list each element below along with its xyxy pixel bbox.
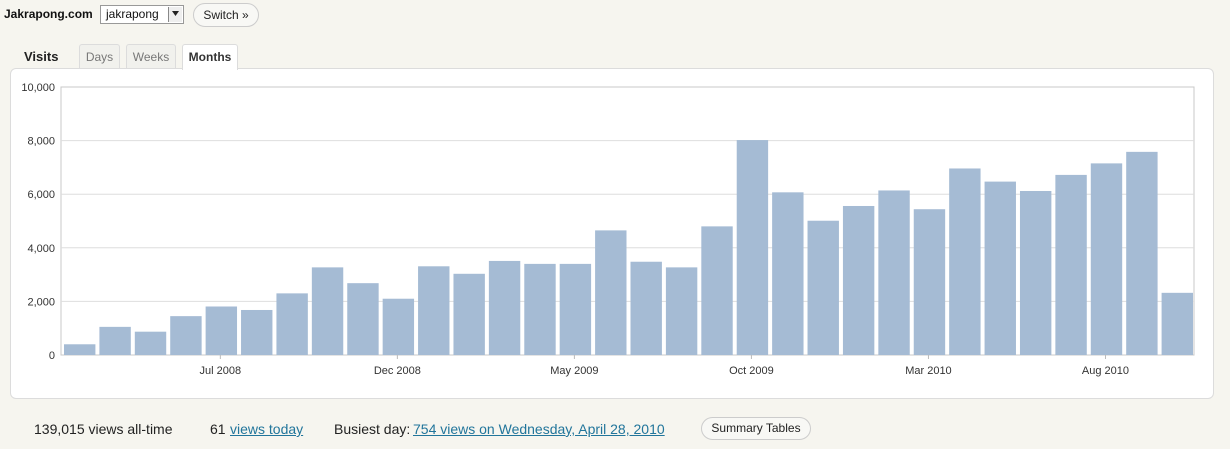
bar xyxy=(382,298,415,355)
tab-days[interactable]: Days xyxy=(79,44,120,69)
blog-select-value: jakrapong xyxy=(106,7,159,21)
bar xyxy=(488,260,521,355)
bar xyxy=(772,192,804,355)
bar xyxy=(1055,174,1087,355)
bar xyxy=(205,306,238,355)
bar xyxy=(913,209,946,355)
bar xyxy=(984,181,1016,355)
bar xyxy=(736,140,769,355)
bar xyxy=(630,261,662,355)
bar xyxy=(949,168,981,355)
bar xyxy=(878,190,910,355)
site-title: Jakrapong.com xyxy=(4,7,93,21)
bar xyxy=(1161,292,1193,355)
views-today-count: 61 xyxy=(210,421,226,437)
blog-select[interactable]: jakrapong xyxy=(100,5,184,24)
visits-label: Visits xyxy=(24,49,59,64)
switch-button[interactable]: Switch » xyxy=(193,3,259,27)
busiest-day-label: Busiest day: xyxy=(334,421,411,437)
bar xyxy=(134,331,167,355)
x-tick-label: May 2009 xyxy=(550,365,598,377)
bar xyxy=(64,344,96,355)
bar xyxy=(99,326,131,355)
tab-weeks[interactable]: Weeks xyxy=(126,44,176,69)
y-tick-label: 6,000 xyxy=(27,189,55,201)
bar xyxy=(807,220,839,355)
bar xyxy=(241,309,273,355)
x-tick-label: Jul 2008 xyxy=(200,365,242,377)
visits-chart: 0 2,000 4,000 6,000 8,000 10,000 Jul 2008 Dec 2… xyxy=(21,82,1195,377)
bar xyxy=(842,205,875,355)
bar xyxy=(453,273,485,355)
bar xyxy=(347,283,379,355)
bar xyxy=(1090,163,1123,355)
bar xyxy=(595,230,627,355)
y-tick-label: 0 xyxy=(49,350,55,362)
dropdown-arrow-icon xyxy=(168,7,182,22)
x-tick-label: Dec 2008 xyxy=(374,365,421,377)
bar xyxy=(311,267,344,355)
bar xyxy=(418,266,450,355)
busiest-day-link[interactable]: 754 views on Wednesday, April 28, 2010 xyxy=(413,421,665,437)
y-tick-label: 4,000 xyxy=(27,243,55,255)
bar xyxy=(170,316,202,355)
bar xyxy=(524,263,556,355)
bar xyxy=(665,267,698,355)
x-tick-label: Oct 2009 xyxy=(729,365,774,377)
bar xyxy=(1019,190,1052,355)
views-today-link[interactable]: views today xyxy=(230,421,304,437)
y-tick-label: 2,000 xyxy=(27,296,55,308)
x-tick-label: Aug 2010 xyxy=(1082,365,1129,377)
all-time-views: 139,015 views all-time xyxy=(34,421,173,437)
bar xyxy=(1126,151,1158,355)
y-tick-label: 8,000 xyxy=(27,136,55,148)
tab-months[interactable]: Months xyxy=(182,44,238,70)
bar xyxy=(276,293,308,355)
y-tick-label: 10,000 xyxy=(21,82,55,94)
bar xyxy=(559,263,592,355)
x-tick-label: Mar 2010 xyxy=(905,365,951,377)
bar xyxy=(701,226,733,355)
summary-tables-button[interactable]: Summary Tables xyxy=(701,417,811,440)
